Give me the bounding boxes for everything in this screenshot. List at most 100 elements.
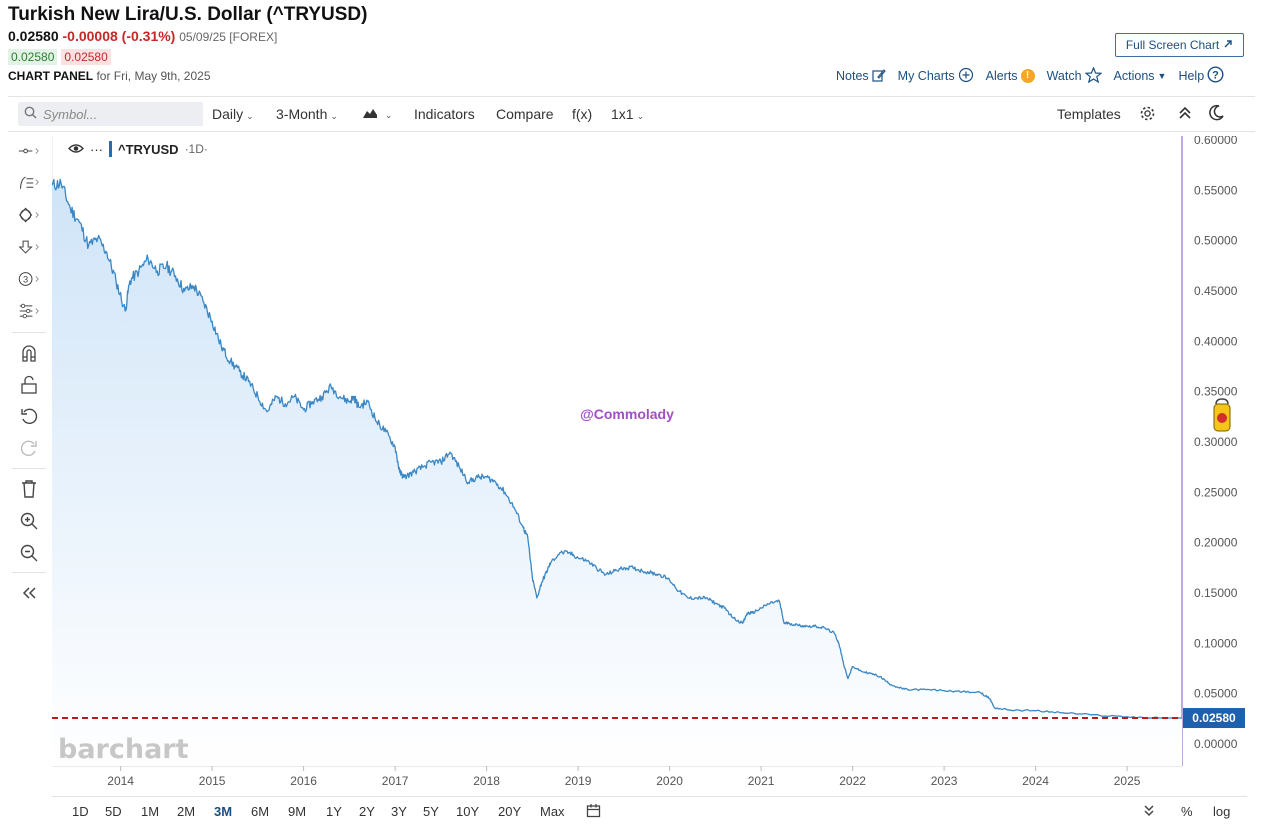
last-value-badge-layer: 0.02580 — [1183, 708, 1245, 729]
alert-bell-icon[interactable] — [1213, 398, 1231, 432]
chevron-down-icon: ⌄ — [246, 111, 254, 121]
range-3m[interactable]: 3M — [214, 804, 233, 819]
range-bar: 1D 5D 1M 2M 3M 6M 9M 1Y 2Y 3Y 5Y 10Y 20Y Max% log — [52, 796, 1247, 824]
svg-text:?: ? — [1212, 70, 1219, 82]
chevron-down-icon: ⌄ — [384, 110, 393, 120]
notes-button[interactable]: Notes — [836, 68, 886, 85]
chart-panel-label: CHART PANEL for Fri, May 9th, 2025 — [8, 69, 211, 83]
range-1y[interactable]: 1Y — [326, 804, 342, 819]
star-icon — [1083, 65, 1103, 86]
ask-price: 0.02580 — [61, 49, 111, 65]
x-tick-label: 2016 — [290, 774, 317, 788]
watch-label: Watch — [1046, 69, 1082, 83]
last-value-label: 0.02580 — [1192, 711, 1236, 725]
price-chart[interactable]: 0.60000 0.55000 0.50000 0.45000 0.40000 0.350… — [52, 136, 1247, 796]
alerts-label: Alerts — [985, 69, 1018, 83]
line-tool-icon[interactable] — [18, 140, 40, 162]
more-options-icon[interactable]: ··· — [90, 141, 103, 157]
watch-button[interactable]: Watch — [1046, 65, 1103, 86]
undo-icon[interactable] — [18, 406, 40, 428]
quote-header: Turkish New Lira/U.S. Dollar (^TRYUSD) 0… — [0, 0, 1263, 92]
elliott-wave-tool-icon[interactable]: 3 — [18, 268, 40, 290]
range-20y[interactable]: 20Y — [498, 804, 522, 819]
top-nav: Notes My Charts Alerts ! Watch Actions ▼ — [836, 65, 1236, 86]
y-tick-label: 0.30000 — [1194, 435, 1238, 449]
area-layer — [52, 179, 1182, 766]
double-chevron-down-icon[interactable] — [1142, 803, 1156, 820]
range-1m[interactable]: 1M — [141, 804, 160, 819]
collapse-up-icon[interactable] — [1178, 105, 1192, 124]
last-value-badge — [1183, 708, 1245, 729]
arrow-down-tool-icon[interactable] — [18, 236, 40, 258]
zoom-out-icon[interactable] — [18, 542, 40, 564]
chart-toolbar: Symbol... Daily ⌄ 3-Month ⌄ ⌄ Indicators C… — [8, 96, 1255, 132]
measure-tool-icon[interactable] — [18, 300, 40, 322]
plus-circle-icon — [958, 67, 974, 86]
range-max[interactable]: Max — [540, 804, 565, 819]
trash-icon[interactable] — [18, 478, 40, 500]
x-tick-label: 2025 — [1114, 774, 1141, 788]
calendar-icon[interactable] — [586, 803, 601, 821]
range-6m[interactable]: 6M — [251, 804, 270, 819]
settings-gear-icon[interactable] — [1139, 105, 1156, 125]
x-tick-label: 2021 — [748, 774, 775, 788]
templates-button[interactable]: Templates — [1057, 106, 1121, 122]
magnet-icon[interactable] — [18, 342, 40, 364]
help-button[interactable]: Help ? — [1178, 66, 1224, 86]
symbol-search[interactable]: Symbol... — [18, 102, 203, 126]
range-2m[interactable]: 2M — [177, 804, 196, 819]
eye-icon[interactable] — [68, 142, 84, 157]
compare-button[interactable]: Compare — [496, 106, 554, 122]
redo-icon[interactable] — [18, 438, 40, 460]
expand-arrow-icon — [1223, 38, 1233, 52]
quote-meta: 05/09/25 [FOREX] — [179, 30, 278, 44]
x-axis: 2014 2015 2016 2017 2018 2019 2020 2021 2022 2023… — [107, 766, 1141, 788]
range-1d[interactable]: 1D — [72, 804, 89, 819]
my-charts-label: My Charts — [897, 69, 955, 83]
series-color-bar — [109, 141, 112, 157]
x-tick-label: 2022 — [839, 774, 866, 788]
range-5d[interactable]: 5D — [105, 804, 122, 819]
shapes-tool-icon[interactable] — [18, 204, 40, 226]
dark-mode-moon-icon[interactable] — [1208, 104, 1225, 124]
alert-indicator-icon: ! — [1020, 69, 1035, 83]
interval-dropdown[interactable]: Daily ⌄ — [212, 106, 254, 122]
unlock-icon[interactable] — [18, 374, 40, 396]
series-legend: ··· ^TRYUSD ·1D· — [68, 141, 208, 157]
price-area — [52, 179, 1182, 766]
function-button[interactable]: f(x) — [572, 106, 593, 122]
bid-ask: 0.02580 0.02580 — [8, 49, 111, 65]
price-change: -0.00008 (-0.31%) — [62, 28, 176, 44]
collapse-left-icon[interactable] — [18, 582, 40, 604]
x-tick-label: 2023 — [931, 774, 958, 788]
bid-price: 0.02580 — [8, 49, 58, 65]
range-5y[interactable]: 5Y — [423, 804, 439, 819]
range-9m[interactable]: 9M — [288, 804, 307, 819]
range-10y[interactable]: 10Y — [456, 804, 480, 819]
alerts-button[interactable]: Alerts ! — [986, 69, 1035, 83]
period-dropdown[interactable]: 3-Month ⌄ — [276, 106, 338, 122]
legend-interval: ·1D· — [184, 142, 208, 156]
full-screen-chart-button[interactable]: Full Screen Chart — [1115, 33, 1244, 57]
x-tick-label: 2018 — [473, 774, 500, 788]
y-tick-label: 0.60000 — [1194, 136, 1238, 147]
mountain-chart-icon — [362, 105, 382, 121]
y-tick-label: 0.25000 — [1194, 485, 1238, 499]
zoom-in-icon[interactable] — [18, 510, 40, 532]
my-charts-button[interactable]: My Charts — [898, 67, 974, 86]
percent-scale-toggle[interactable]: % — [1181, 804, 1193, 819]
page-title: Turkish New Lira/U.S. Dollar (^TRYUSD) — [8, 4, 368, 25]
log-scale-toggle[interactable]: log — [1213, 804, 1231, 819]
range-3y[interactable]: 3Y — [391, 804, 407, 819]
chart-type-dropdown[interactable]: ⌄ — [362, 105, 392, 121]
indicators-button[interactable]: Indicators — [414, 106, 475, 122]
help-icon: ? — [1207, 66, 1224, 86]
layout-dropdown[interactable]: 1x1 ⌄ — [611, 106, 644, 122]
fibonacci-tool-icon[interactable] — [18, 172, 40, 194]
y-tick-label: 0.35000 — [1194, 385, 1238, 399]
x-tick-label: 2014 — [107, 774, 134, 788]
full-screen-label: Full Screen Chart — [1125, 38, 1220, 52]
actions-label: Actions — [1113, 69, 1155, 83]
range-2y[interactable]: 2Y — [359, 804, 375, 819]
actions-menu[interactable]: Actions ▼ — [1114, 69, 1167, 83]
